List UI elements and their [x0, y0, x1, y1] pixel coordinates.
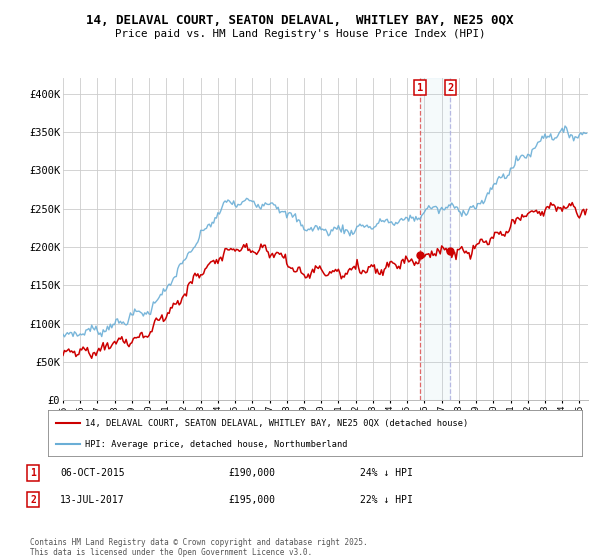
- Text: 1: 1: [417, 83, 423, 92]
- Text: 2: 2: [30, 494, 36, 505]
- Text: Contains HM Land Registry data © Crown copyright and database right 2025.
This d: Contains HM Land Registry data © Crown c…: [30, 538, 368, 557]
- Text: 24% ↓ HPI: 24% ↓ HPI: [360, 468, 413, 478]
- Text: 22% ↓ HPI: 22% ↓ HPI: [360, 494, 413, 505]
- Text: 13-JUL-2017: 13-JUL-2017: [60, 494, 125, 505]
- Text: 14, DELAVAL COURT, SEATON DELAVAL,  WHITLEY BAY, NE25 0QX: 14, DELAVAL COURT, SEATON DELAVAL, WHITL…: [86, 14, 514, 27]
- Text: 1: 1: [30, 468, 36, 478]
- Text: HPI: Average price, detached house, Northumberland: HPI: Average price, detached house, Nort…: [85, 440, 348, 449]
- Bar: [420, 78, 450, 400]
- Text: 06-OCT-2015: 06-OCT-2015: [60, 468, 125, 478]
- Text: 14, DELAVAL COURT, SEATON DELAVAL, WHITLEY BAY, NE25 0QX (detached house): 14, DELAVAL COURT, SEATON DELAVAL, WHITL…: [85, 419, 469, 428]
- Text: Price paid vs. HM Land Registry's House Price Index (HPI): Price paid vs. HM Land Registry's House …: [115, 29, 485, 39]
- Text: £195,000: £195,000: [228, 494, 275, 505]
- Text: £190,000: £190,000: [228, 468, 275, 478]
- Text: 2: 2: [447, 83, 454, 92]
